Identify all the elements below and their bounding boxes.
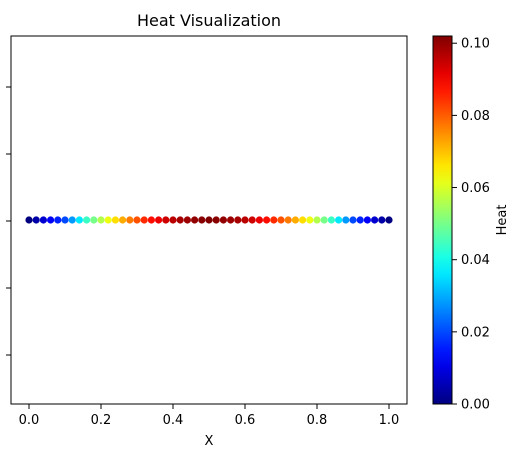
- scatter-point: [183, 216, 191, 224]
- x-tick-label: 0.8: [307, 413, 328, 428]
- scatter-point: [61, 216, 69, 224]
- scatter-point: [385, 216, 393, 224]
- scatter-point: [198, 216, 206, 224]
- scatter-point: [155, 216, 163, 224]
- scatter-point: [327, 216, 335, 224]
- scatter-point: [378, 216, 386, 224]
- scatter-point: [219, 216, 227, 224]
- scatter-point: [299, 216, 307, 224]
- scatter-point: [191, 216, 199, 224]
- scatter-point: [169, 216, 177, 224]
- x-tick-label: 0.0: [19, 413, 40, 428]
- colorbar-label: Heat: [495, 205, 510, 236]
- scatter-point: [212, 216, 220, 224]
- scatter-point: [75, 216, 83, 224]
- scatter-point: [277, 216, 285, 224]
- scatter-point: [248, 216, 256, 224]
- scatter-point: [270, 216, 278, 224]
- scatter-point: [90, 216, 98, 224]
- scatter-point: [241, 216, 249, 224]
- colorbar-tick-label: 0.00: [461, 398, 490, 413]
- scatter-point: [104, 216, 112, 224]
- scatter-point: [313, 216, 321, 224]
- x-tick-label: 0.2: [91, 413, 112, 428]
- colorbar-tick-label: 0.08: [461, 109, 490, 124]
- scatter-point: [255, 216, 263, 224]
- x-axis-label: X: [205, 434, 214, 449]
- scatter-point: [234, 216, 242, 224]
- scatter-point: [176, 216, 184, 224]
- scatter-point: [349, 216, 357, 224]
- scatter-point: [54, 216, 62, 224]
- x-tick-label: 0.4: [163, 413, 184, 428]
- scatter-point: [147, 216, 155, 224]
- plot-frame: [10, 35, 408, 405]
- scatter-point: [111, 216, 119, 224]
- scatter-point: [263, 216, 271, 224]
- plot-area: 0.0 0.2 0.4 0.6 0.8 1.0: [6, 35, 408, 428]
- scatter-point: [83, 216, 91, 224]
- scatter-point: [32, 216, 40, 224]
- scatter-point: [47, 216, 55, 224]
- scatter-point: [140, 216, 148, 224]
- scatter-point: [68, 216, 76, 224]
- colorbar: 0.00 0.02 0.04 0.06 0.08 0.10: [432, 35, 490, 413]
- scatter-point: [39, 216, 48, 224]
- scatter-point: [25, 216, 33, 224]
- scatter-point: [320, 216, 328, 224]
- scatter-point: [133, 216, 141, 224]
- colorbar-tick-label: 0.02: [461, 325, 490, 340]
- scatter-point: [371, 216, 379, 224]
- colorbar-tick-label: 0.10: [461, 37, 490, 52]
- scatter-point: [119, 216, 127, 224]
- scatter-point: [126, 216, 134, 224]
- scatter-point: [363, 216, 371, 224]
- scatter-point: [356, 216, 364, 224]
- x-tick-label: 0.6: [235, 413, 256, 428]
- scatter-point: [335, 216, 343, 224]
- scatter-point: [227, 216, 235, 224]
- colorbar-gradient: [432, 35, 453, 405]
- colorbar-tick-label: 0.04: [461, 253, 490, 268]
- scatter-point: [162, 216, 170, 224]
- x-tick-label: 1.0: [379, 413, 400, 428]
- scatter-point: [284, 216, 292, 224]
- scatter-point: [205, 216, 213, 224]
- scatter-point: [97, 216, 105, 224]
- scatter-point: [291, 216, 299, 224]
- colorbar-tick-label: 0.06: [461, 181, 490, 196]
- scatter-point: [342, 216, 350, 224]
- scatter-point: [306, 216, 314, 224]
- chart-title: Heat Visualization: [137, 11, 281, 30]
